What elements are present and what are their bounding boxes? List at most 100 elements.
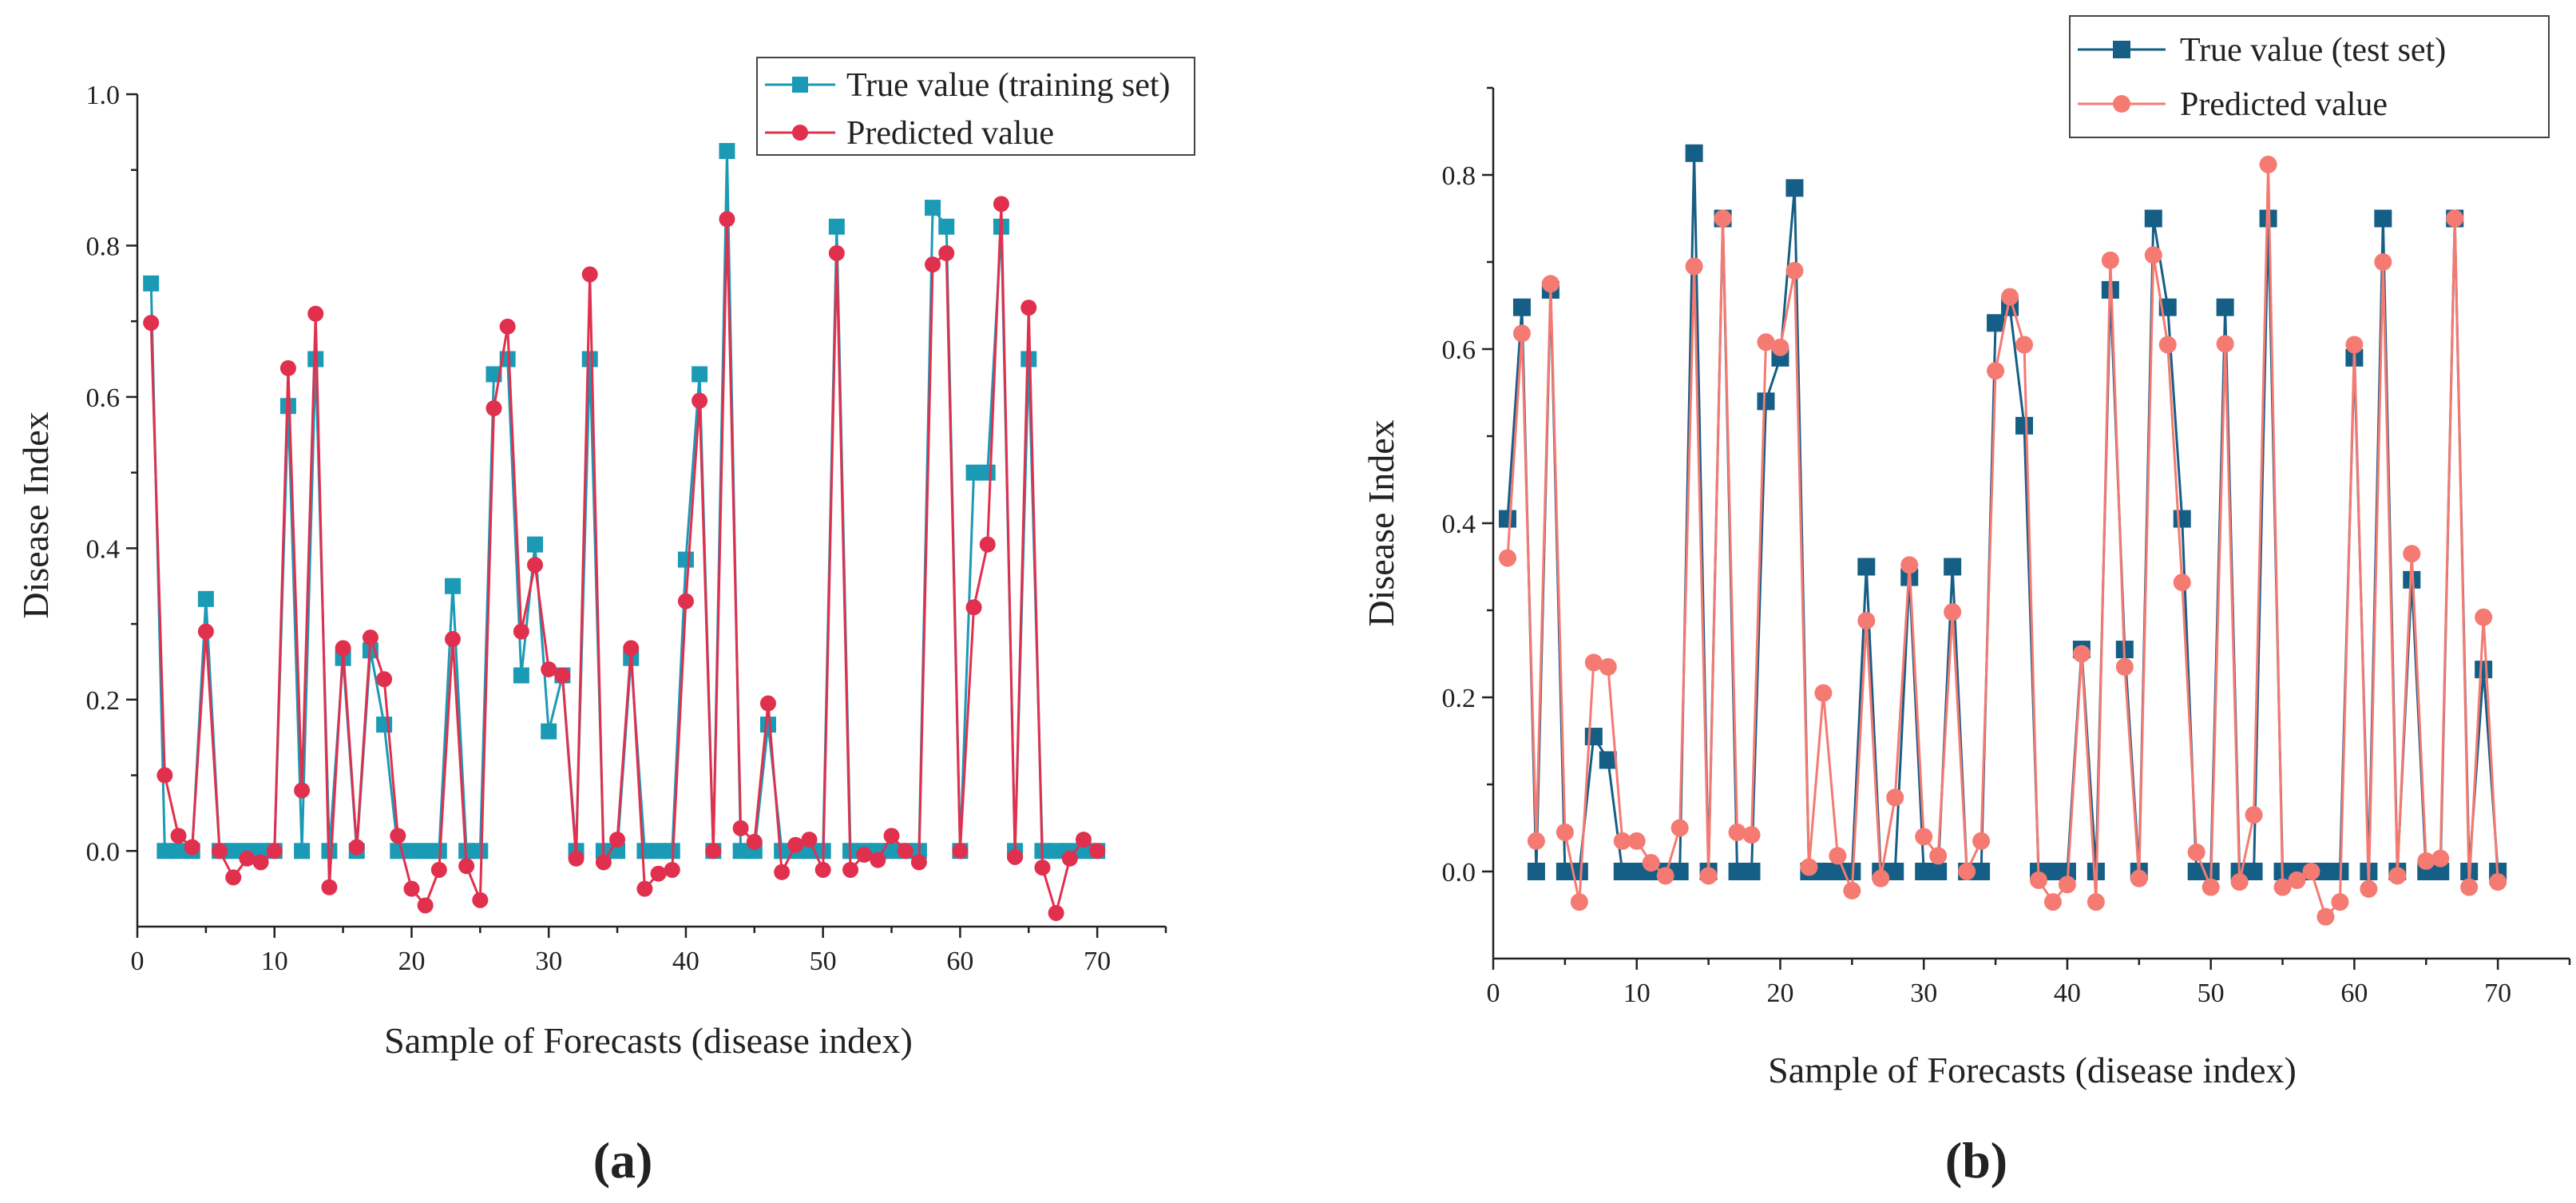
chart-a-y-tick-label: 0.6 [86,383,121,413]
chart-a-pred-point [774,864,791,880]
chart-b-true-point [1556,863,1574,880]
chart-b-pred-point [2187,844,2205,862]
chart-b-pred-point [1814,684,1833,702]
chart-a-true-point [225,843,242,860]
chart-b-pred-point [1498,549,1516,567]
chart-a-true-point [774,843,791,860]
chart-b-pred-point [1714,209,1732,228]
chart-a-legend-marker [792,77,808,93]
chart-a-true-point [541,723,557,740]
chart-b-pred-point [2475,608,2493,626]
chart-b-true-point [1685,144,1703,162]
chart-a-true-point [692,366,708,383]
chart-a-true-point [197,590,214,607]
chart-b-pred-point [1599,657,1617,676]
chart-b-legend-marker [2113,41,2130,58]
chart-a-pred-point [225,869,242,886]
chart-b-pred-point [2144,246,2162,264]
chart-a-pred-point [252,854,269,871]
chart-a-pred-point [499,318,516,335]
chart-b-pred-point [2173,574,2191,592]
chart-b-pred-point [2101,251,2119,269]
chart-a-pred-point [952,843,969,860]
chart-b-x-tick-label: 30 [1910,979,1937,1008]
chart-b-pred-point [1527,832,1545,850]
chart-a-pred-point [842,861,859,878]
chart-a-pred-point [294,782,311,799]
chart-b-pred-point [1785,261,1804,280]
chart-b-true-point [2316,863,2335,880]
chart-a-pred-point [746,833,763,850]
chart-a-y-tick-label: 0.4 [86,534,121,564]
chart-b-pred-point [2072,645,2091,663]
chart-b-x-tick-label: 0 [1487,979,1500,1008]
chart-b-true-point [1728,863,1746,880]
chart-a-x-tick-label: 0 [131,947,145,976]
chart-a-pred-point [390,828,406,844]
chart-a-pred-point [1048,904,1064,921]
chart-b-pred-point [2259,155,2277,173]
chart-a-y-tick-label: 0.8 [86,232,121,261]
chart-a-pred-point [513,623,529,640]
chart-b-pred-point [2316,907,2335,926]
chart-a-pred-point [636,880,653,897]
chart-a-pred-point [828,244,845,261]
chart-a-true-point [759,717,776,733]
chart-a-legend-label-pred: Predicted value [846,115,1054,152]
chart-a-pred-point [376,671,393,688]
chart-a-pred-point [1075,832,1092,848]
chart-a-true-point [143,275,160,292]
chart-b-pred-point [2345,335,2364,354]
chart-a-pred-point [759,695,776,712]
chart-b-pred-point [1886,788,1904,807]
chart-a-x-tick-label: 10 [261,947,288,976]
chart-b-pred-point [1843,881,1861,899]
chart-a-pred-point [883,828,900,844]
chart-b-pred-point [2029,871,2047,889]
chart-b-pred-point [2058,875,2076,894]
chart-a-true-point [444,578,461,594]
chart-b-true-point [2015,416,2034,435]
chart-a-xlabel: Sample of Forecasts (disease index) [384,1020,913,1061]
chart-a-pred-point [897,843,913,860]
panel-a: 0 10 20 30 40 50 60 70 0.0 0.2 0.4 0.6 0.8 1.0 True v… [15,57,1195,1189]
chart-a-series-line [149,204,1099,918]
chart-a-pred-point [965,599,982,616]
chart-b-pred-point [2489,873,2507,891]
chart-a-pred-point [212,843,228,860]
chart-a-true-point [938,218,955,235]
chart-a-pred-point [910,854,927,871]
chart-a-true-point [157,843,173,860]
chart-b-true-point [2475,661,2493,679]
chart-b-pred-point [2446,209,2464,228]
chart-a-panel-label: (a) [593,1132,653,1189]
chart-b-series-line [1506,164,2499,919]
chart-b-y-tick-label: 0.6 [1442,335,1476,365]
chart-a-x-tick-label: 30 [535,947,562,976]
chart-b-x-tick-label: 40 [2054,979,2081,1008]
chart-b-pred-point [1556,823,1574,841]
chart-a-pred-point [458,858,475,875]
chart-b-pred-point [1728,823,1746,841]
chart-a-pred-point [581,266,598,283]
chart-b-true-point [1944,558,1962,576]
chart-a-x-tick-label: 60 [946,947,973,976]
chart-b-pred-point [1929,847,1948,865]
chart-b-pred-point [1900,556,1919,574]
chart-a-pred-point [856,847,873,864]
chart-b-pred-point [1958,863,1976,880]
chart-a-true-point [1048,843,1064,860]
chart-a-x-tick-label: 50 [810,947,837,976]
chart-a-true-point [719,143,735,160]
chart-a-y-tick-label: 0.2 [86,686,121,716]
chart-b-pred-point [2403,545,2421,563]
chart-a-legend-marker [792,125,808,141]
chart-a-pred-point [1007,848,1024,865]
chart-a-true-point [252,843,269,860]
chart-b-pred-point [1584,653,1603,672]
chart-b-pred-point [1685,257,1703,276]
chart-b-pred-point [2302,863,2320,880]
chart-b-pred-point [1829,847,1847,865]
chart-a-pred-point [609,832,626,848]
